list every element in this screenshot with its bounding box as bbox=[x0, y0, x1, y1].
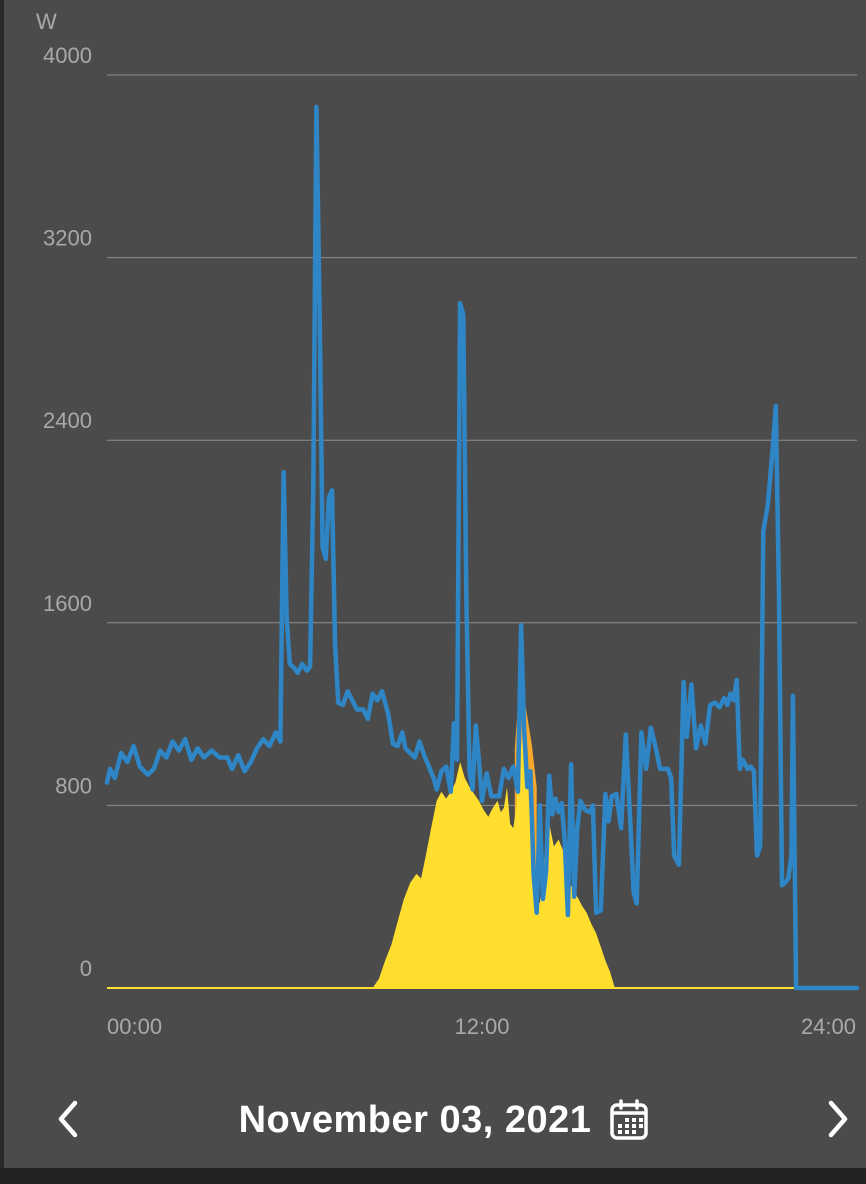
y-tick-label: 800 bbox=[55, 773, 92, 798]
x-tick-label: 24:00 bbox=[801, 1014, 856, 1039]
y-tick-label: 2400 bbox=[43, 408, 92, 433]
chevron-left-icon bbox=[58, 1100, 78, 1138]
calendar-icon[interactable] bbox=[609, 1099, 649, 1141]
date-display: November 03, 2021 bbox=[0, 1097, 866, 1143]
y-axis-unit: W bbox=[36, 9, 57, 34]
chevron-right-icon bbox=[828, 1100, 848, 1138]
power-chart: 0 800 1600 2400 3200 4000 W 00:00 12:00 24:00 bbox=[36, 9, 860, 1039]
consumption-line bbox=[104, 104, 860, 991]
x-tick-label: 00:00 bbox=[107, 1014, 162, 1039]
window-edge bbox=[0, 0, 4, 1168]
y-tick-label: 0 bbox=[80, 956, 92, 981]
y-tick-label: 3200 bbox=[43, 226, 92, 251]
y-tick-label: 1600 bbox=[43, 591, 92, 616]
y-tick-label: 4000 bbox=[43, 43, 92, 68]
next-day-button[interactable] bbox=[816, 1097, 860, 1141]
date-label: November 03, 2021 bbox=[238, 1098, 592, 1141]
bottom-bar bbox=[0, 1168, 866, 1184]
date-navigator: November 03, 2021 bbox=[0, 1075, 866, 1165]
previous-day-button[interactable] bbox=[46, 1097, 90, 1141]
solar-production-area bbox=[107, 736, 857, 988]
x-tick-label: 12:00 bbox=[454, 1014, 509, 1039]
